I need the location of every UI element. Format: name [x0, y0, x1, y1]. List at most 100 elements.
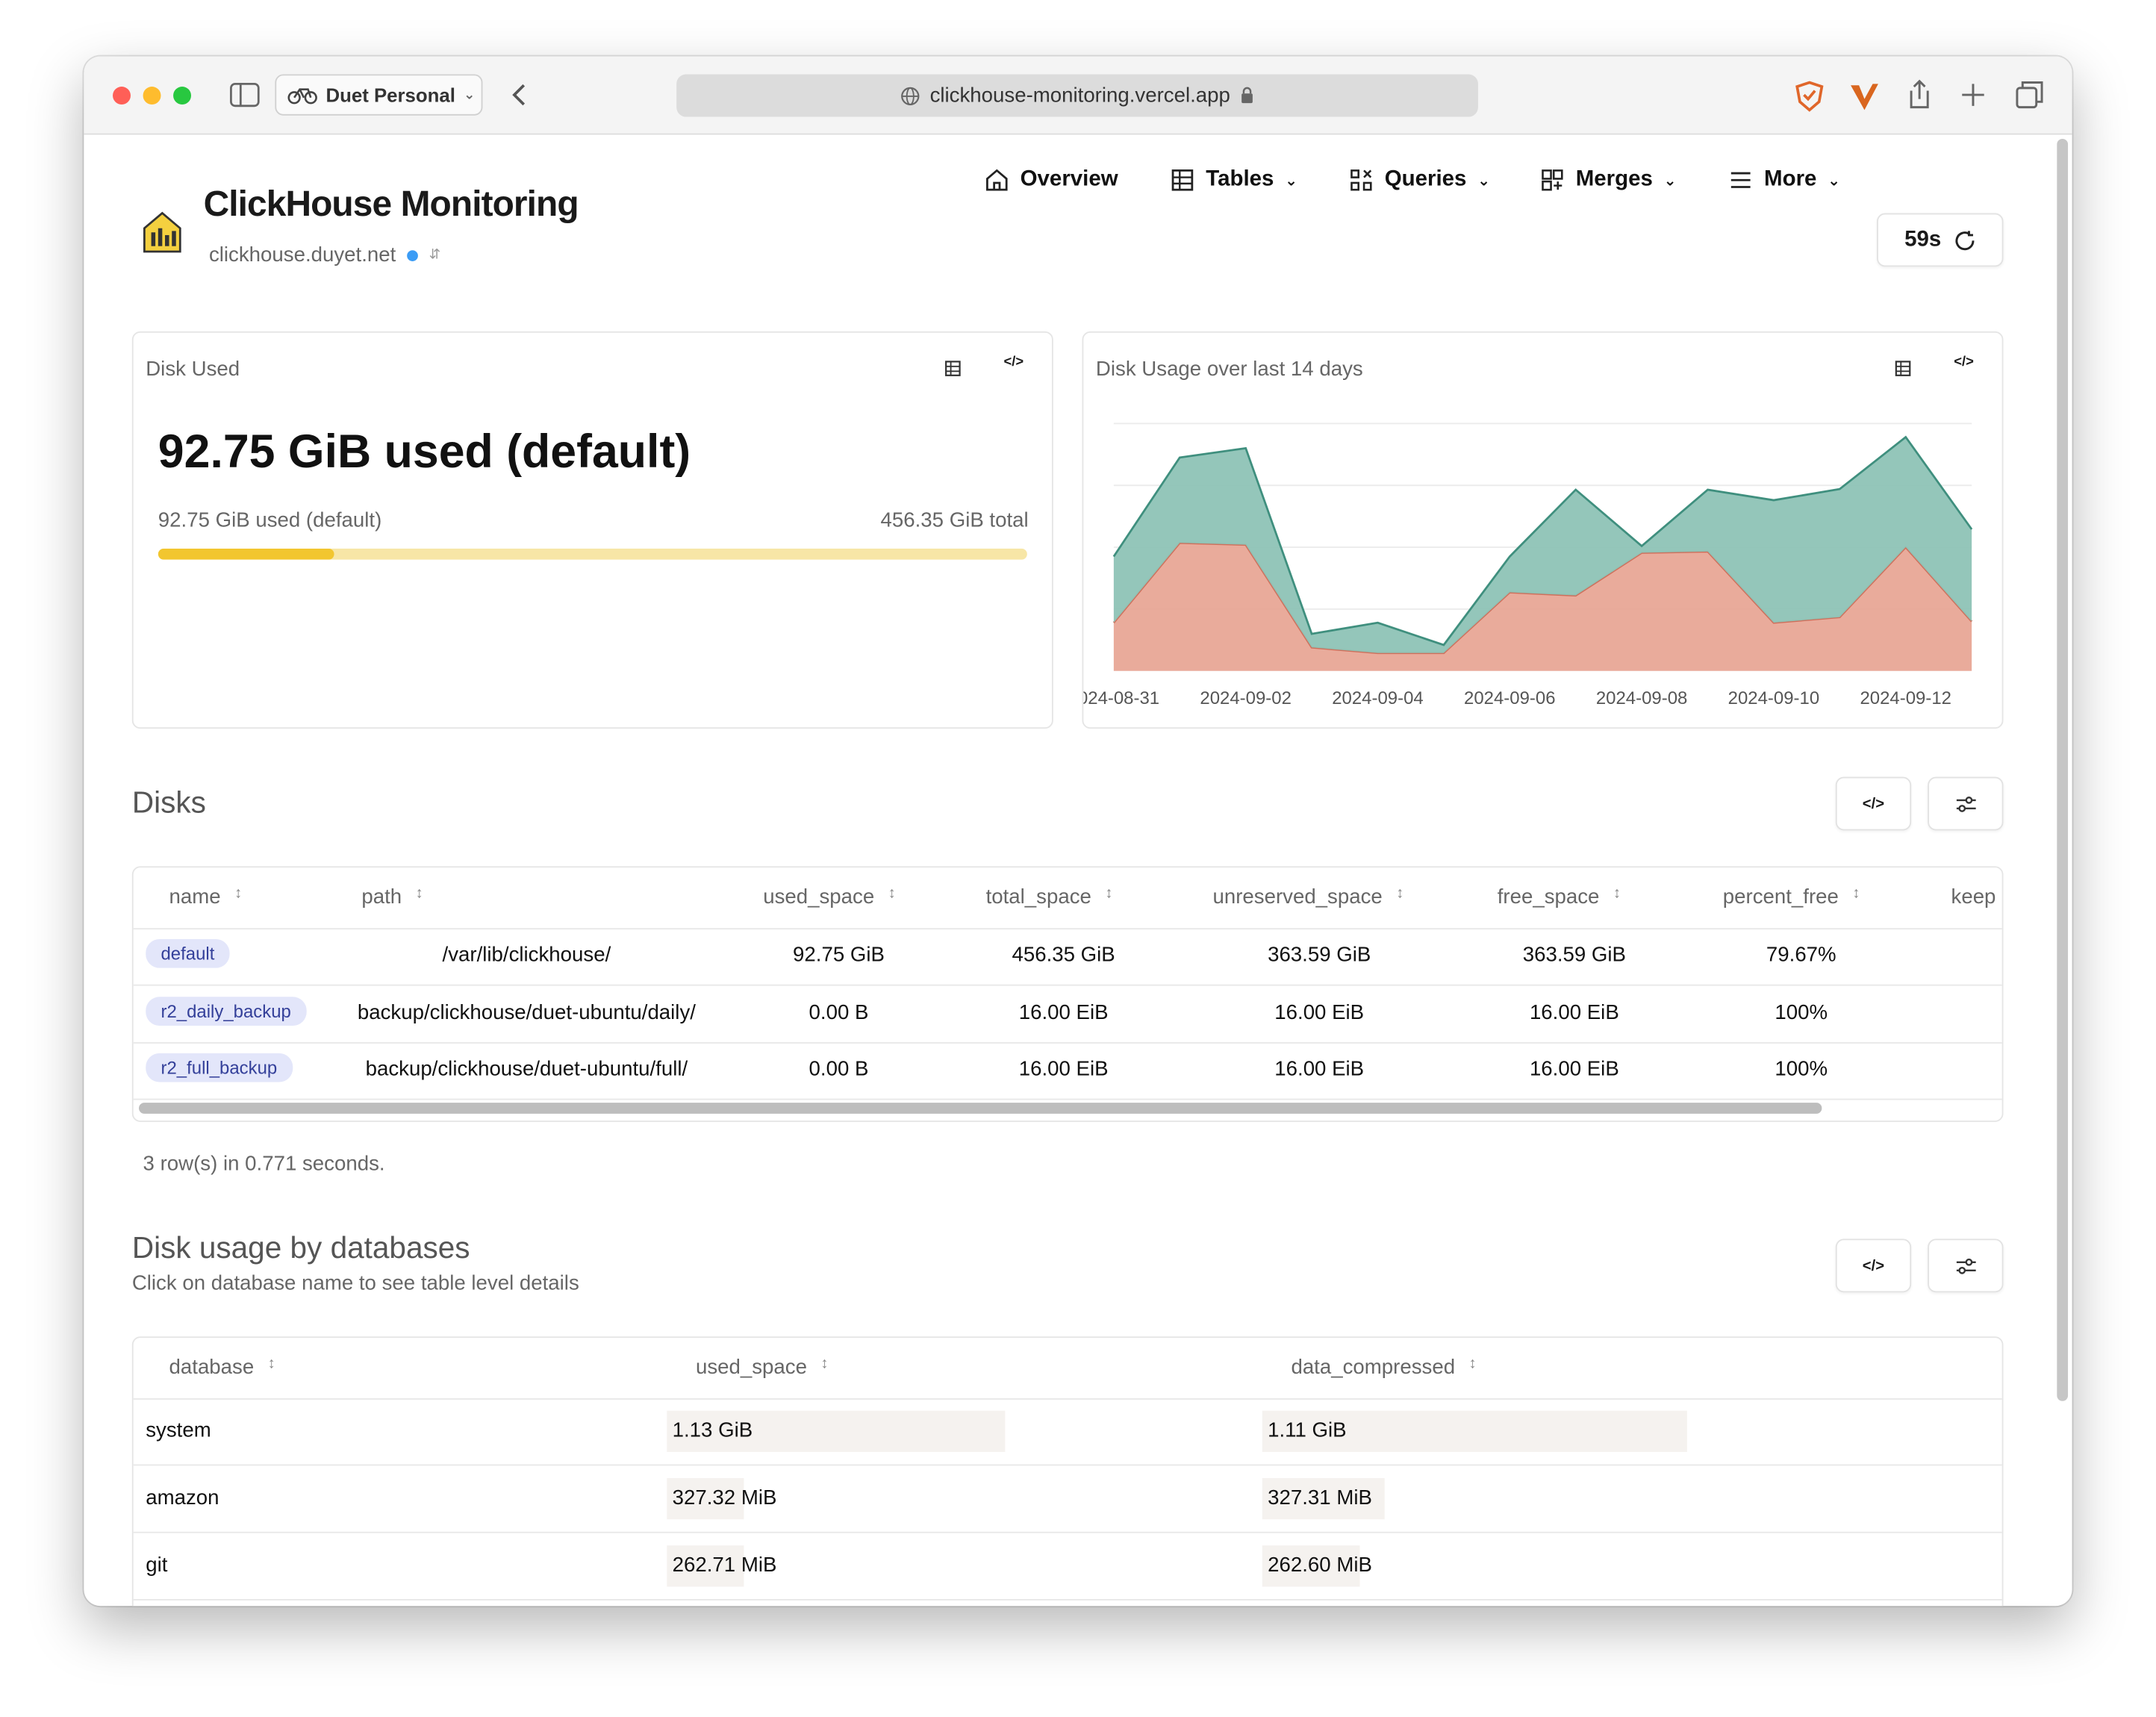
- profile-name: Duet Personal: [325, 84, 455, 106]
- cell: 363.59 GiB: [1268, 943, 1371, 967]
- column-name: database: [169, 1356, 255, 1380]
- logo[interactable]: [139, 209, 186, 256]
- nav-label: Merges: [1575, 167, 1653, 192]
- cell: 1.11 GiB: [1268, 1418, 1347, 1443]
- sort-icon: ↕: [1613, 885, 1621, 903]
- column-header[interactable]: keep: [1951, 885, 1996, 909]
- back-button[interactable]: [510, 83, 526, 107]
- cell-bar: [667, 1545, 744, 1587]
- chevron: ⌄: [463, 87, 476, 103]
- url: clickhouse-monitoring.vercel.app: [929, 84, 1230, 107]
- cell: 327.32 MiB: [672, 1486, 777, 1510]
- cell: 363.59 GiB: [1522, 943, 1626, 967]
- sql-button[interactable]: </>: [1835, 1238, 1912, 1293]
- row-divider: [133, 1098, 2002, 1100]
- nav-item[interactable]: Queries ⌄: [1349, 168, 1490, 193]
- column-name: used_space: [763, 885, 875, 909]
- cell: 0.00 B: [808, 1000, 869, 1024]
- brave-shield[interactable]: [1793, 80, 1826, 113]
- disks-table: name ↕ path ↕ used_space ↕ total_space ↕ unreser…: [131, 866, 2004, 1122]
- sort-icon: ↕: [415, 885, 423, 903]
- table-view-button[interactable]: [1895, 361, 1911, 377]
- share-icon[interactable]: [1904, 78, 1935, 111]
- x-tick-label: 2024-09-04: [1332, 688, 1423, 708]
- sql-button[interactable]: </>: [1835, 776, 1912, 831]
- cell: 16.00 EiB: [1274, 1000, 1365, 1024]
- nav-label: Tables: [1206, 167, 1274, 192]
- sort-icon: ↕: [1468, 1356, 1477, 1373]
- sql-button[interactable]: </>: [1954, 355, 1974, 370]
- scrollbar-thumb[interactable]: [2057, 139, 2069, 1401]
- column-name: percent_free: [1722, 885, 1839, 909]
- column-header[interactable]: used_space ↕: [696, 1356, 829, 1379]
- cell-bar: [1262, 1477, 1385, 1520]
- header-row: [133, 1338, 2002, 1400]
- column-name: keep: [1951, 885, 1996, 909]
- tabs-icon[interactable]: [2014, 80, 2045, 110]
- vivaldi-icon[interactable]: [1848, 80, 1881, 113]
- disk-badge[interactable]: default: [146, 938, 230, 968]
- column-header[interactable]: free_space ↕: [1498, 885, 1621, 909]
- nav-label: Queries: [1384, 167, 1467, 192]
- row-divider: [133, 1599, 2002, 1601]
- profile-button[interactable]: Duet Personal ⌄: [275, 74, 483, 116]
- card-title: Disk Used: [146, 357, 240, 381]
- queries-icon: [1350, 169, 1372, 191]
- cell: 16.00 EiB: [1274, 1057, 1365, 1081]
- chevron: ⌄: [1477, 172, 1491, 190]
- nav-label: Overview: [1020, 167, 1118, 192]
- cell: backup/clickhouse/duet-ubuntu/daily/: [357, 1000, 696, 1024]
- database-link[interactable]: git: [146, 1554, 168, 1577]
- sliders-icon: [1955, 796, 1975, 811]
- globe-icon: [901, 86, 920, 105]
- table-icon: [1171, 169, 1194, 191]
- column-header[interactable]: data_compressed ↕: [1291, 1356, 1476, 1379]
- host-selector[interactable]: clickhouse.duyet.net ⇵: [209, 243, 440, 267]
- minimize-button[interactable]: [143, 87, 161, 105]
- row-divider: [133, 1464, 2002, 1466]
- status-dot: [407, 249, 418, 261]
- cell: 79.67%: [1766, 943, 1836, 967]
- h-scrollbar[interactable]: [139, 1103, 1822, 1114]
- bike-icon: [287, 88, 317, 105]
- refresh-button[interactable]: 59s: [1877, 213, 2004, 267]
- cell: 16.00 EiB: [1018, 1057, 1109, 1081]
- settings-button[interactable]: [1928, 1238, 2004, 1293]
- database-link[interactable]: system: [146, 1418, 211, 1443]
- nav-item[interactable]: Overview: [985, 168, 1118, 193]
- column-header[interactable]: used_space ↕: [763, 885, 896, 909]
- column-name: path: [361, 885, 402, 909]
- sidebar-icon[interactable]: [230, 82, 261, 107]
- disk-badge[interactable]: r2_full_backup: [146, 1053, 293, 1082]
- zoom-button[interactable]: [173, 87, 192, 105]
- column-header[interactable]: name ↕: [169, 885, 243, 909]
- column-name: free_space: [1497, 885, 1600, 909]
- close-button[interactable]: [113, 87, 131, 105]
- new-tab-icon[interactable]: [1960, 81, 1987, 109]
- nav-item[interactable]: More ⌄: [1728, 168, 1840, 193]
- scrollbar-track: [2054, 136, 2071, 1606]
- column-name: unreserved_space: [1212, 885, 1383, 909]
- table-view-button[interactable]: [944, 361, 961, 377]
- area: [1113, 437, 1972, 653]
- address-bar[interactable]: clickhouse-monitoring.vercel.app: [676, 74, 1478, 117]
- area-chart: 2024-08-31 2024-09-02 2024-09-04 2024-09-06…: [1083, 423, 1973, 708]
- column-header[interactable]: database ↕: [169, 1356, 275, 1379]
- database-link[interactable]: amazon: [146, 1486, 219, 1510]
- sql-button[interactable]: </>: [1003, 355, 1024, 370]
- column-header[interactable]: unreserved_space ↕: [1212, 885, 1403, 909]
- column-header[interactable]: percent_free ↕: [1723, 885, 1860, 909]
- row-divider: [133, 984, 2002, 986]
- column-header[interactable]: path ↕: [361, 885, 423, 909]
- host: clickhouse.duyet.net: [208, 243, 396, 267]
- row-divider: [133, 1531, 2002, 1533]
- nav-item[interactable]: Merges ⌄: [1540, 168, 1677, 193]
- disk-badge[interactable]: r2_daily_backup: [146, 996, 307, 1026]
- column-header[interactable]: total_space ↕: [986, 885, 1113, 909]
- cell-bar: [667, 1477, 744, 1520]
- merges-icon: [1542, 169, 1563, 191]
- settings-button[interactable]: [1928, 776, 2004, 831]
- cell-bar: [1262, 1545, 1360, 1587]
- nav-item[interactable]: Tables ⌄: [1170, 168, 1297, 193]
